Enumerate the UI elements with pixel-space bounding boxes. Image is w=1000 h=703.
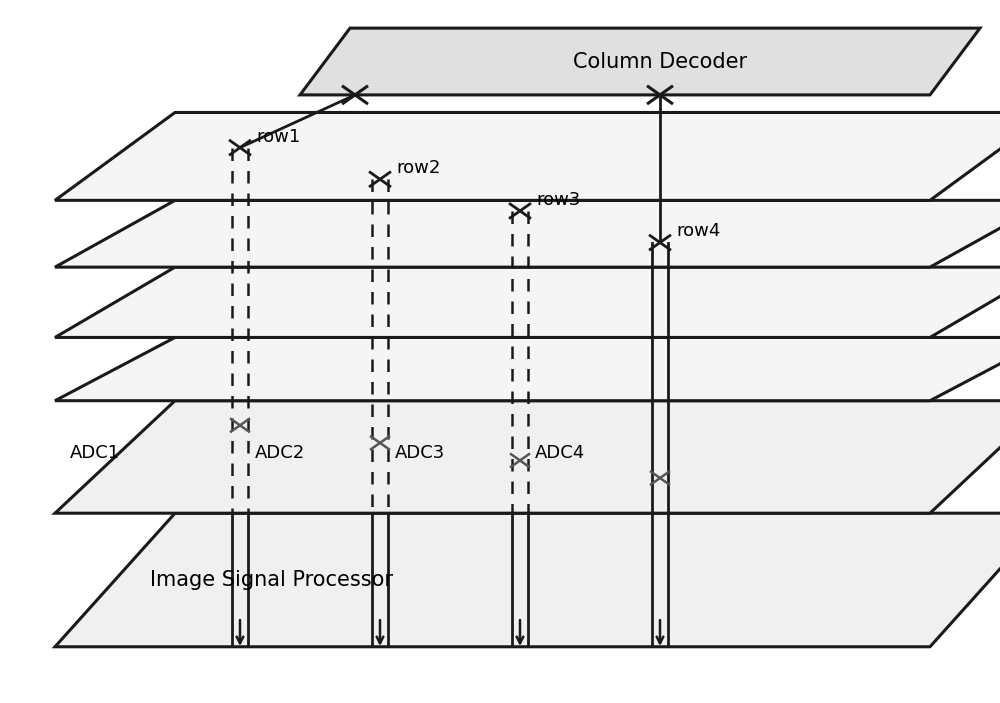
Polygon shape [55,112,1000,200]
Polygon shape [55,200,1000,267]
Polygon shape [300,28,980,95]
Text: row2: row2 [396,159,440,177]
Text: Column Decoder: Column Decoder [573,51,747,72]
Text: Image Signal Processor: Image Signal Processor [150,570,393,590]
Text: row1: row1 [256,127,300,146]
Text: ADC4: ADC4 [535,444,585,463]
Text: ADC1: ADC1 [70,444,120,463]
Text: row3: row3 [536,191,580,209]
Text: row4: row4 [676,222,720,240]
Polygon shape [55,267,1000,337]
Polygon shape [55,513,1000,647]
Polygon shape [55,337,1000,401]
Polygon shape [55,401,1000,513]
Text: ADC3: ADC3 [395,444,445,463]
Text: ADC2: ADC2 [255,444,305,463]
